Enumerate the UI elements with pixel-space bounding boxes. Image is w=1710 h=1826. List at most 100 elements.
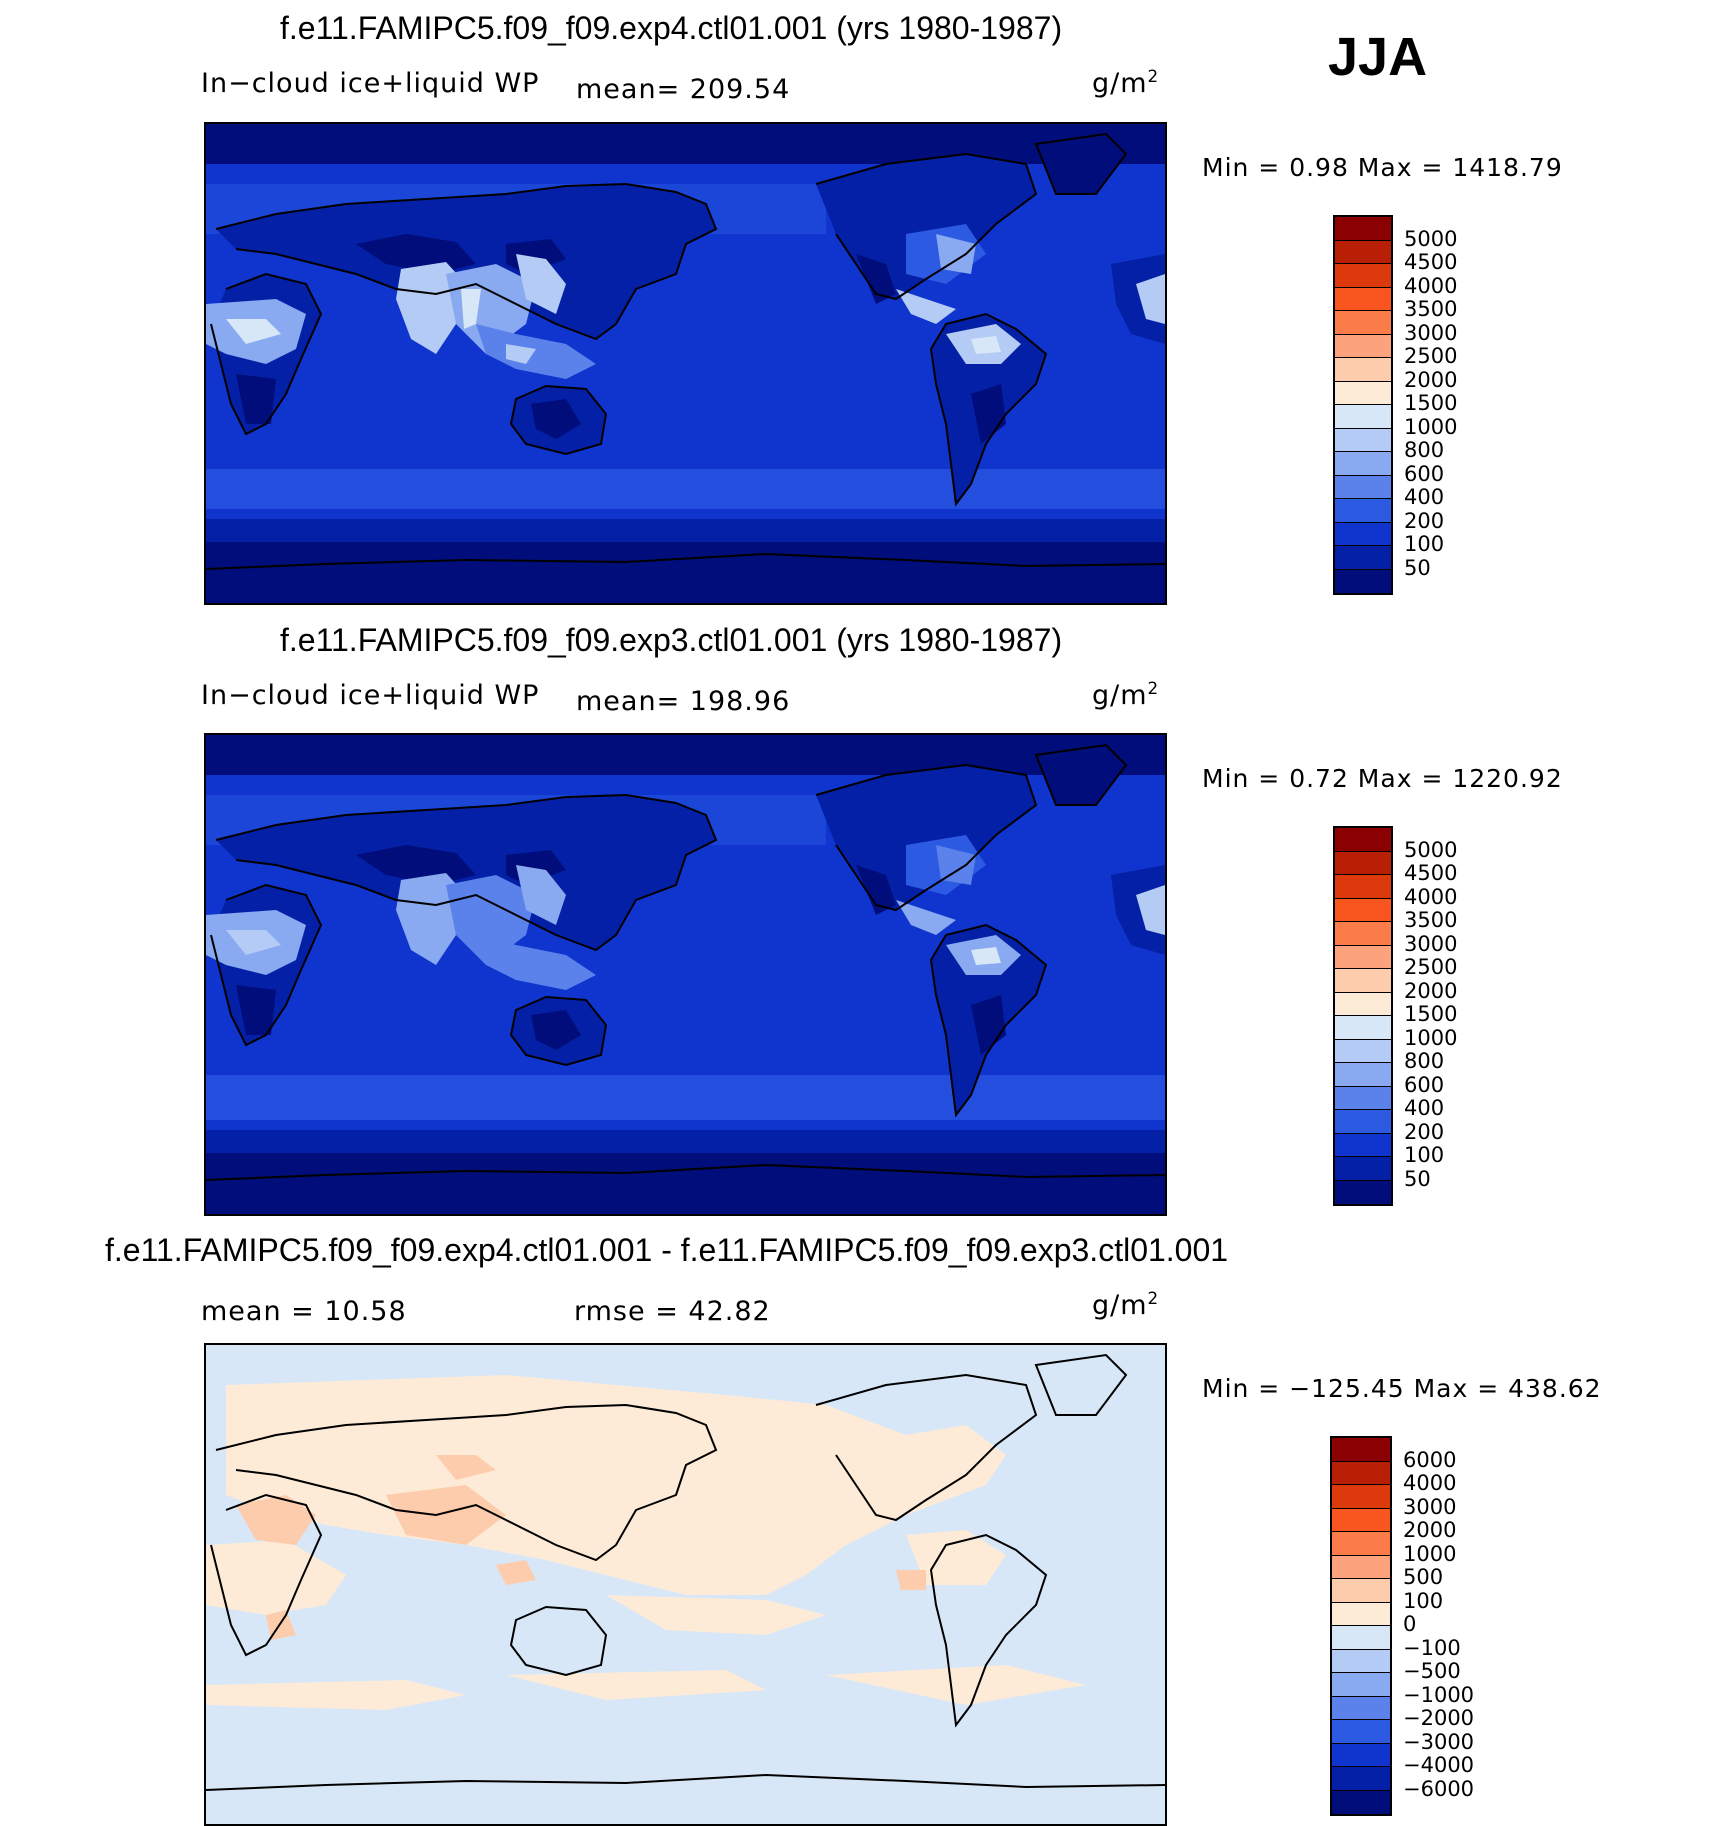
colorbar-label: 3000 [1403,1494,1457,1519]
colorbar-swatch [1335,522,1391,546]
panel2-title: f.e11.FAMIPC5.f09_f09.exp3.ctl01.001 (yr… [280,622,1063,658]
colorbar-label: −4000 [1403,1753,1475,1777]
colorbar-label: 2000 [1403,1518,1457,1542]
colorbar-swatch [1335,828,1391,852]
colorbar-label: 2000 [1404,978,1458,1003]
colorbar-label: 50 [1404,1166,1431,1191]
colorbar-label: −6000 [1403,1776,1475,1801]
colorbar-swatch [1335,358,1391,382]
panel2-map-svg [206,735,1165,1214]
panel1-minmax: Min = 0.98 Max = 1418.79 [1202,153,1563,182]
colorbar-swatch [1332,1602,1390,1626]
panel2-variable: In−cloud ice+liquid WP [201,680,540,711]
colorbar-swatch [1335,405,1391,429]
panel1-colorbar [1333,215,1393,595]
colorbar-swatch [1332,1461,1390,1485]
panel1-map [204,122,1167,605]
colorbar-label: 1000 [1404,414,1458,439]
units-exponent: 2 [1147,678,1160,698]
colorbar-swatch [1335,452,1391,476]
colorbar-label: 4500 [1404,250,1458,274]
colorbar-swatch [1332,1743,1390,1767]
colorbar-swatch [1332,1532,1390,1556]
colorbar-swatch [1335,1016,1391,1040]
colorbar-label: 200 [1404,508,1445,533]
panel1-mean: mean= 209.54 [576,74,791,105]
colorbar-swatch [1335,264,1391,288]
colorbar-label: 6000 [1403,1447,1457,1472]
panel1-title: f.e11.FAMIPC5.f09_f09.exp4.ctl01.001 (yr… [280,10,1063,46]
colorbar-swatch [1335,381,1391,405]
colorbar-label: 400 [1404,485,1445,509]
colorbar-label: 4500 [1404,861,1458,885]
colorbar-swatch [1335,1039,1391,1063]
colorbar-swatch [1335,969,1391,993]
colorbar-swatch [1335,311,1391,335]
colorbar-label: 1000 [1404,1025,1458,1050]
colorbar-label: 100 [1404,1143,1445,1167]
colorbar-swatch [1335,569,1391,593]
colorbar-swatch [1332,1626,1390,1650]
units-exponent: 2 [1147,1288,1160,1308]
colorbar-swatch [1332,1438,1390,1462]
colorbar-label: 2000 [1404,367,1458,392]
colorbar-swatch [1335,875,1391,899]
colorbar-swatch [1335,1157,1391,1181]
colorbar-label: −100 [1403,1635,1461,1660]
season-label: JJA [1328,27,1428,87]
colorbar-swatch [1332,1508,1390,1532]
colorbar-label: 1500 [1404,1002,1458,1026]
panel3-map-svg [206,1345,1165,1824]
colorbar-label: 50 [1404,555,1431,580]
units-base: g/m [1092,68,1148,99]
colorbar-swatch [1332,1555,1390,1579]
panel1-variable: In−cloud ice+liquid WP [201,68,540,99]
colorbar-label: 200 [1404,1119,1445,1144]
units-base: g/m [1092,1290,1148,1321]
colorbar-label: 800 [1404,1049,1445,1073]
colorbar-swatch [1332,1790,1390,1814]
colorbar-label: 4000 [1404,273,1458,298]
colorbar-swatch [1335,546,1391,570]
colorbar-label: 2500 [1404,344,1458,368]
units-base: g/m [1092,680,1148,711]
panel1-map-svg [206,124,1165,603]
panel3-rmse: rmse = 42.82 [574,1296,771,1327]
colorbar-swatch [1332,1673,1390,1697]
panel3-units: g/m2 [1092,1288,1159,1321]
colorbar-label: 800 [1404,438,1445,462]
colorbar-swatch [1332,1696,1390,1720]
panel3-title: f.e11.FAMIPC5.f09_f09.exp4.ctl01.001 - f… [105,1232,1229,1268]
colorbar-swatch [1335,1063,1391,1087]
colorbar-label: 5000 [1404,226,1458,251]
colorbar-label: −2000 [1403,1706,1475,1730]
panel3-map [204,1343,1167,1826]
panel3-minmax: Min = −125.45 Max = 438.62 [1202,1374,1602,1403]
colorbar-label: 1000 [1403,1541,1457,1566]
colorbar-swatch [1335,898,1391,922]
colorbar-label: 3000 [1404,320,1458,345]
colorbar-label: 100 [1404,532,1445,556]
colorbar-swatch [1335,992,1391,1016]
colorbar-swatch [1335,217,1391,241]
colorbar-label: 3500 [1404,908,1458,932]
colorbar-swatch [1335,1086,1391,1110]
colorbar-swatch [1332,1649,1390,1673]
panel2-mean: mean= 198.96 [576,686,791,717]
colorbar-label: 4000 [1403,1471,1457,1495]
panel2-units: g/m2 [1092,678,1159,711]
colorbar-label: 5000 [1404,837,1458,862]
colorbar-label: 3000 [1404,931,1458,956]
colorbar-swatch [1335,945,1391,969]
colorbar-swatch [1335,1180,1391,1204]
colorbar-label: 4000 [1404,884,1458,909]
colorbar-swatch [1332,1767,1390,1791]
colorbar-swatch [1335,1110,1391,1134]
colorbar-label: 100 [1403,1588,1444,1613]
colorbar-swatch [1332,1579,1390,1603]
colorbar-label: 0 [1403,1612,1417,1636]
colorbar-swatch [1335,922,1391,946]
colorbar-label: −3000 [1403,1729,1475,1754]
colorbar-swatch [1335,287,1391,311]
colorbar-label: 400 [1404,1096,1445,1120]
